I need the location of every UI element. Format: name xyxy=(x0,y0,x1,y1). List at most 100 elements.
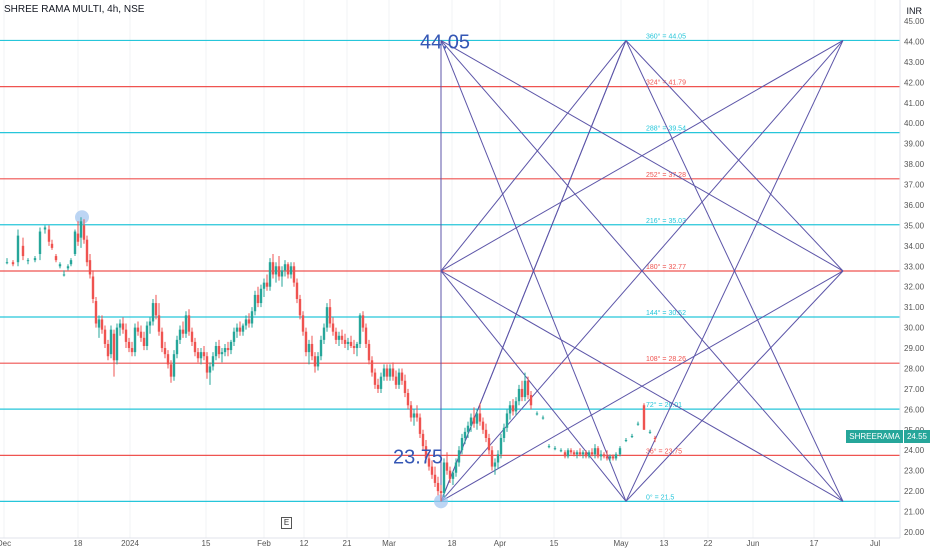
level-label: 72° = 26.01 xyxy=(646,401,682,409)
candle-body xyxy=(388,368,392,377)
candle-body xyxy=(397,372,401,385)
square-line xyxy=(440,39,844,272)
candle-body xyxy=(529,395,533,406)
candle-body xyxy=(624,440,628,442)
candle-body xyxy=(316,356,320,367)
candle-body xyxy=(361,315,365,328)
candle-body xyxy=(569,450,573,453)
candle-body xyxy=(376,384,380,389)
candle-body xyxy=(100,319,104,330)
candle-body xyxy=(602,454,606,457)
candle-body xyxy=(472,417,476,424)
square-line xyxy=(440,270,844,502)
candle-body xyxy=(241,325,245,332)
candle-body xyxy=(373,372,377,385)
candle-body xyxy=(442,462,446,494)
y-tick-label: 32.00 xyxy=(904,283,925,292)
candle-body xyxy=(94,301,98,324)
candle-body xyxy=(352,345,356,349)
price-tag-symbol: SHREERAMA xyxy=(846,430,903,443)
candle-body xyxy=(457,450,461,463)
candle-body xyxy=(214,345,218,357)
x-tick-label: 17 xyxy=(810,539,819,548)
candle-body xyxy=(50,243,54,248)
candle-body xyxy=(415,413,419,418)
candle-body xyxy=(581,452,585,455)
candle-body xyxy=(226,348,230,351)
candle-body xyxy=(605,456,609,459)
pivot-circle xyxy=(75,210,89,225)
candle-body xyxy=(5,262,9,264)
candle-body xyxy=(490,450,494,467)
candle-body xyxy=(630,435,634,437)
candle-body xyxy=(265,282,269,287)
candle-body xyxy=(535,413,539,415)
candle-body xyxy=(575,452,579,455)
candle-body xyxy=(199,352,203,359)
y-tick-label: 22.00 xyxy=(904,487,925,496)
level-label: 288° = 39.54 xyxy=(646,125,686,133)
candle-body xyxy=(73,231,77,255)
candle-body xyxy=(572,452,576,455)
candle-body xyxy=(166,354,170,365)
y-tick-label: 43.00 xyxy=(904,58,925,67)
x-tick-label: 18 xyxy=(448,539,457,548)
square-line xyxy=(625,40,844,272)
candle-body xyxy=(355,343,359,349)
level-label: 216° = 35.03 xyxy=(646,217,686,225)
candle-body xyxy=(493,462,497,467)
x-tick-label: Apr xyxy=(494,539,507,548)
candle-body xyxy=(484,429,488,438)
candle-body xyxy=(229,341,233,351)
y-tick-label: 20.00 xyxy=(904,528,925,537)
candle-body xyxy=(304,331,308,353)
candle-body xyxy=(259,288,263,304)
candle-body xyxy=(145,325,149,346)
y-tick-label: 24.00 xyxy=(904,446,925,455)
candle-body xyxy=(307,343,311,353)
y-tick-label: 28.00 xyxy=(904,364,925,373)
candle-body xyxy=(313,356,317,367)
candle-body xyxy=(469,417,473,426)
candle-body xyxy=(295,282,299,299)
candle-body xyxy=(636,423,640,425)
candle-body xyxy=(310,343,314,357)
candle-body xyxy=(205,356,209,373)
candle-body xyxy=(499,437,503,455)
earnings-event-marker[interactable]: E xyxy=(281,517,292,529)
x-tick-label: 15 xyxy=(550,539,559,548)
level-label: 36° = 23.75 xyxy=(646,447,682,455)
candle-body xyxy=(232,331,236,342)
candle-body xyxy=(370,360,374,373)
candle-body xyxy=(136,327,140,332)
candle-body xyxy=(115,327,119,361)
candle-body xyxy=(608,456,612,459)
y-tick-label: 34.00 xyxy=(904,242,925,251)
candle-body xyxy=(271,262,275,275)
candle-body xyxy=(590,452,594,455)
candle-body xyxy=(21,245,25,257)
candle-body xyxy=(238,327,242,332)
x-tick-label: Feb xyxy=(257,539,271,548)
x-tick-label: 13 xyxy=(660,539,669,548)
level-label: 252° = 37.28 xyxy=(646,171,686,179)
candle-body xyxy=(76,233,80,242)
candle-body xyxy=(466,425,470,432)
candle-body xyxy=(475,413,479,424)
square-line xyxy=(625,40,844,502)
candle-body xyxy=(79,221,83,238)
candle-body xyxy=(614,454,618,459)
candle-body xyxy=(523,380,527,398)
candle-body xyxy=(391,368,395,377)
candle-body xyxy=(340,335,344,340)
candle-body xyxy=(283,264,287,271)
candle-body xyxy=(445,462,449,471)
candle-body xyxy=(289,266,293,275)
candle-body xyxy=(385,368,389,377)
x-tick-label: 21 xyxy=(343,539,352,548)
candle-body xyxy=(91,276,95,299)
x-tick-label: Jul xyxy=(870,539,880,548)
candle-body xyxy=(130,348,134,353)
candle-body xyxy=(69,260,73,265)
candle-body xyxy=(520,388,524,398)
